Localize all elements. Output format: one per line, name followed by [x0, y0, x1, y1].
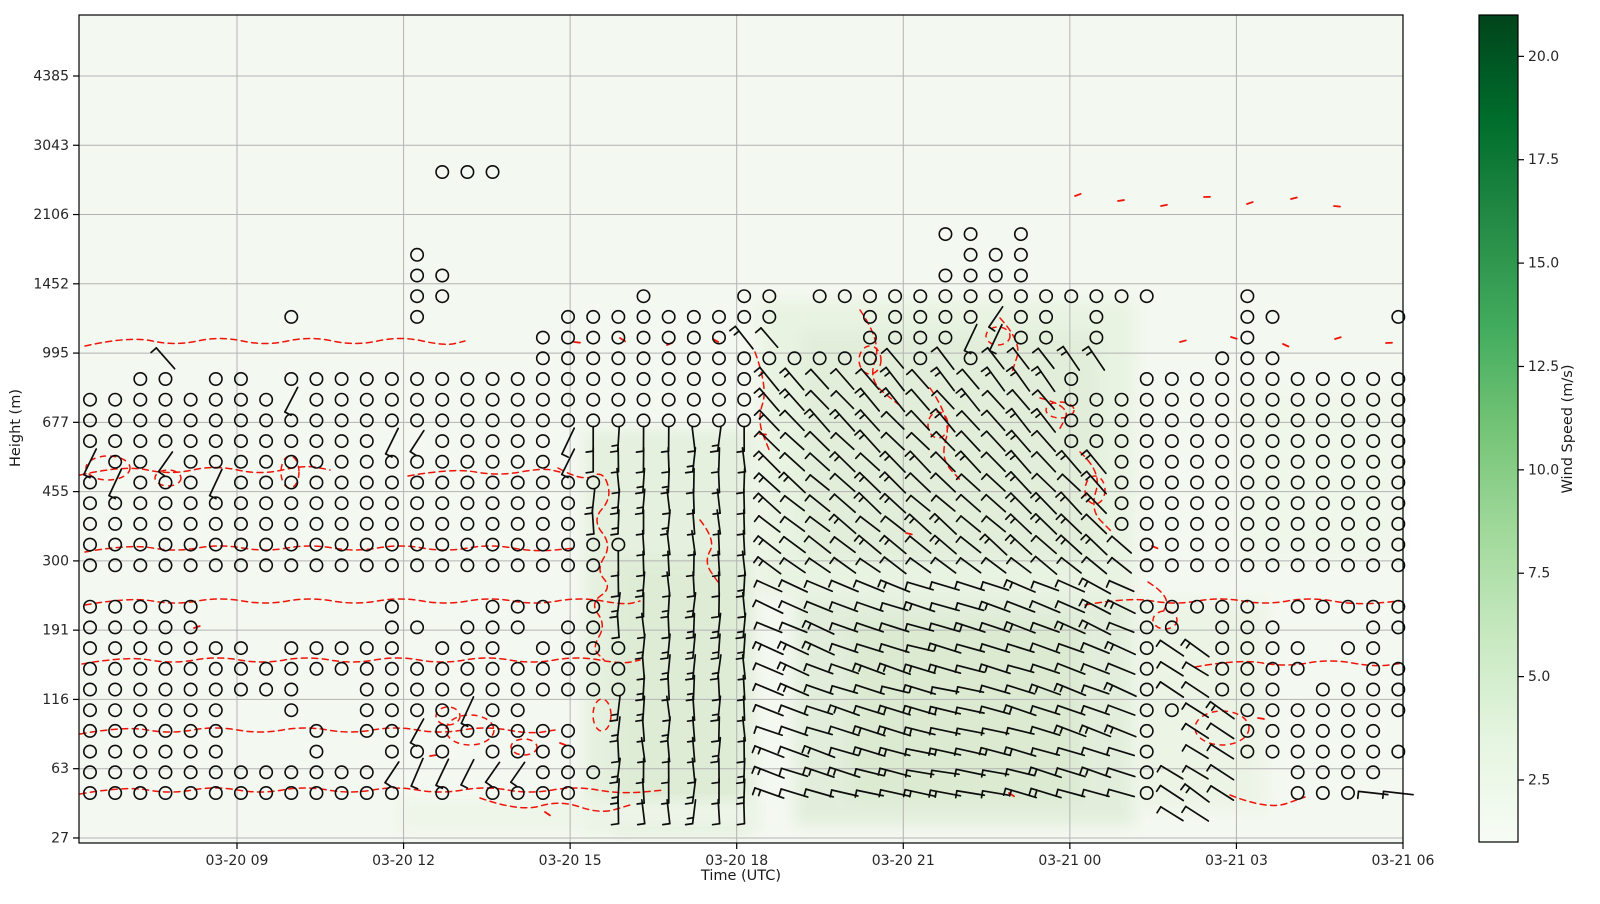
svg-text:12.5: 12.5	[1528, 359, 1559, 375]
svg-text:191: 191	[42, 623, 69, 639]
svg-text:3043: 3043	[33, 138, 69, 154]
svg-text:03-20 12: 03-20 12	[372, 853, 435, 869]
svg-text:677: 677	[42, 415, 69, 431]
svg-text:20.0: 20.0	[1528, 49, 1559, 65]
svg-text:27: 27	[51, 830, 69, 846]
svg-text:300: 300	[42, 553, 69, 569]
svg-text:10.0: 10.0	[1528, 462, 1559, 478]
svg-text:455: 455	[42, 484, 69, 500]
svg-text:995: 995	[42, 346, 69, 362]
svg-text:03-20 09: 03-20 09	[206, 853, 269, 869]
svg-text:17.5: 17.5	[1528, 152, 1559, 168]
svg-text:03-20 15: 03-20 15	[539, 853, 602, 869]
svg-text:03-20 18: 03-20 18	[705, 853, 768, 869]
svg-text:63: 63	[51, 761, 69, 777]
svg-text:7.5: 7.5	[1528, 566, 1550, 582]
svg-text:03-21 03: 03-21 03	[1205, 853, 1268, 869]
svg-text:03-20 21: 03-20 21	[872, 853, 935, 869]
svg-text:5.0: 5.0	[1528, 669, 1550, 685]
svg-text:03-21 00: 03-21 00	[1038, 853, 1101, 869]
colorbar: 2.5 5.0 7.5 10.0 12.5 15.0 17.5 20.0	[1479, 15, 1559, 842]
colorbar-label: Wind Speed (m/s)	[1560, 365, 1576, 494]
x-axis-label: Time (UTC)	[700, 868, 781, 884]
y-axis-label: Height (m)	[8, 389, 24, 467]
svg-text:03-21 06: 03-21 06	[1372, 853, 1435, 869]
svg-text:15.0: 15.0	[1528, 256, 1559, 272]
svg-text:1452: 1452	[33, 276, 69, 292]
svg-text:2.5: 2.5	[1528, 772, 1550, 788]
svg-text:4385: 4385	[33, 69, 69, 85]
svg-text:116: 116	[42, 692, 69, 708]
svg-text:2106: 2106	[33, 207, 69, 223]
